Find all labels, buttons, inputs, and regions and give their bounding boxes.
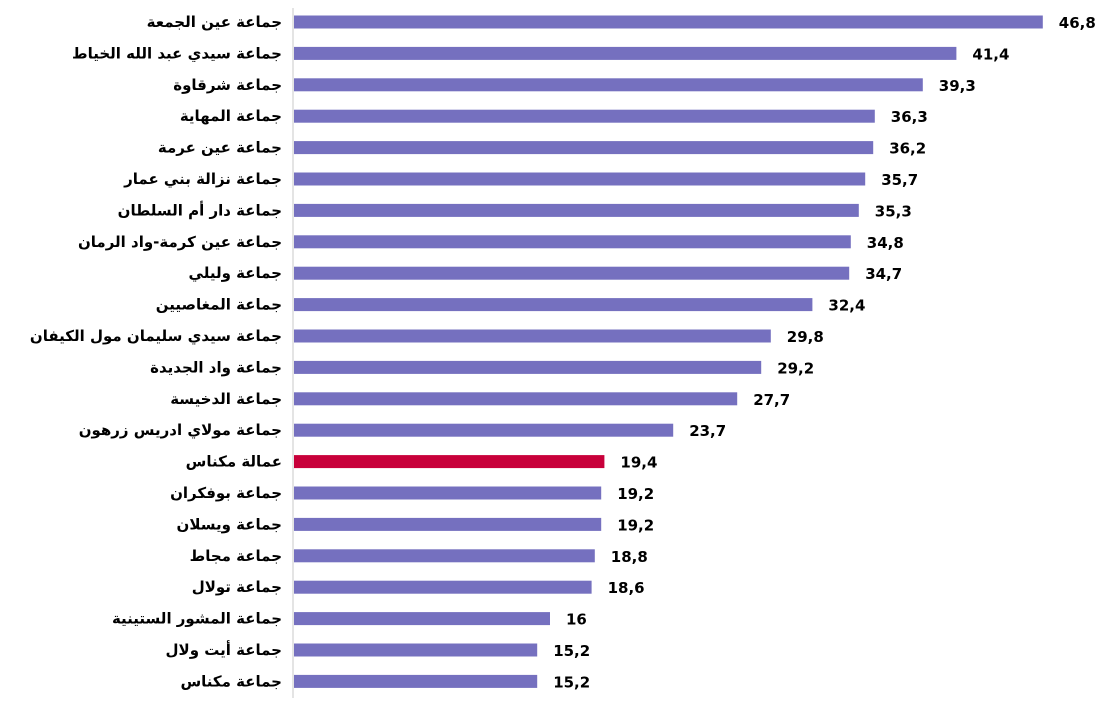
bar — [294, 298, 813, 312]
value-label: 23,7 — [689, 422, 726, 440]
value-label: 35,3 — [875, 202, 912, 220]
bar — [294, 643, 538, 657]
bar — [294, 78, 923, 92]
bars-group — [294, 15, 1043, 688]
category-label: جماعة وليلي — [189, 264, 282, 282]
value-label: 18,8 — [611, 548, 648, 566]
value-label: 16 — [566, 611, 587, 629]
category-label: جماعة واد الجديدة — [150, 358, 282, 376]
bar — [294, 203, 859, 217]
value-label: 27,7 — [753, 391, 790, 409]
category-label: جماعة ويسلان — [177, 515, 282, 533]
bar — [294, 109, 875, 123]
value-label: 15,2 — [553, 642, 590, 660]
bar — [294, 46, 957, 60]
value-label: 15,2 — [553, 673, 590, 691]
category-label: جماعة المهاية — [180, 107, 282, 125]
value-label: 36,3 — [891, 108, 928, 126]
category-labels-group: جماعة عين الجمعة جماعة سيدي عبد الله الخي… — [30, 13, 282, 690]
bar — [294, 235, 851, 249]
bar — [294, 423, 674, 437]
category-label: جماعة بوفكران — [170, 484, 282, 502]
category-label: جماعة سيدي سليمان مول الكيفان — [30, 327, 282, 346]
category-label: جماعة عين كرمة-واد الرمان — [78, 233, 282, 251]
value-label: 34,7 — [865, 265, 902, 283]
value-label: 19,2 — [617, 516, 654, 534]
category-label: جماعة المشور الستينية — [112, 610, 282, 628]
value-label: 36,2 — [889, 140, 926, 158]
bar — [294, 455, 605, 469]
value-label: 46,8 — [1059, 14, 1096, 32]
value-label: 39,3 — [939, 77, 976, 95]
category-label: جماعة مولاي ادريس زرهون — [79, 421, 282, 440]
category-label: جماعة مجاط — [190, 547, 282, 565]
value-label: 35,7 — [881, 171, 918, 189]
value-label: 41,4 — [972, 45, 1009, 63]
bar — [294, 329, 771, 343]
category-label: جماعة مكناس — [180, 672, 282, 690]
bar — [294, 172, 866, 186]
bar — [294, 674, 538, 688]
category-label: جماعة عين الجمعة — [147, 13, 282, 31]
category-label: جماعة تولال — [192, 578, 282, 596]
bar — [294, 517, 602, 531]
value-label: 29,2 — [777, 359, 814, 377]
category-label: جماعة نزالة بني عمار — [123, 170, 282, 188]
bar — [294, 612, 550, 626]
value-label: 18,6 — [608, 579, 645, 597]
category-label: جماعة دار أم السلطان — [118, 200, 282, 219]
category-label: جماعة الدخيسة — [170, 390, 282, 408]
bar — [294, 486, 602, 500]
category-label: جماعة سيدي عبد الله الخياط — [72, 44, 282, 63]
bar — [294, 15, 1043, 29]
value-label: 32,4 — [828, 297, 865, 315]
value-label: 19,2 — [617, 485, 654, 503]
bar — [294, 549, 595, 563]
bar — [294, 580, 592, 594]
category-label: جماعة المغاصيين — [156, 296, 282, 314]
value-label: 19,4 — [620, 454, 657, 472]
category-label: جماعة أيت ولال — [166, 640, 282, 659]
bar — [294, 141, 874, 155]
value-label: 34,8 — [867, 234, 904, 252]
bar — [294, 360, 762, 374]
bar — [294, 392, 738, 406]
category-label: جماعة عين عرمة — [158, 139, 282, 157]
bar — [294, 266, 850, 280]
category-label: جماعة شرقاوة — [173, 76, 282, 94]
category-label: عمالة مكناس — [186, 453, 282, 471]
value-label: 29,8 — [787, 328, 824, 346]
value-labels-group: 46,8 41,4 39,3 36,3 36,2 35,7 35,3 34,8 34,732,4… — [553, 14, 1096, 691]
